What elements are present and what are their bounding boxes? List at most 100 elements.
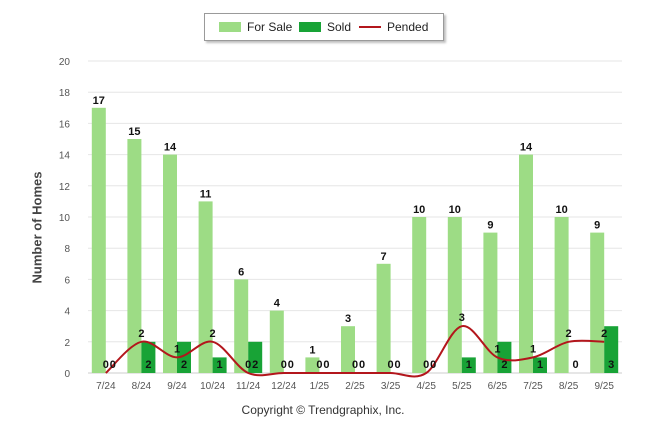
- data-label-for-sale: 9: [487, 220, 493, 232]
- bar-sold: [141, 341, 156, 373]
- bar-sold: [177, 341, 191, 373]
- y-tick-label: 12: [59, 182, 71, 193]
- bar-for-sale: [376, 263, 391, 373]
- data-label-sold: 0: [110, 359, 116, 371]
- data-label-for-sale: 14: [164, 142, 177, 154]
- data-label-sold: 1: [466, 359, 472, 371]
- x-tick-label: 9/24: [167, 381, 187, 392]
- legend: For Sale Sold Pended: [204, 13, 444, 41]
- bar-sold: [497, 341, 512, 373]
- legend-swatch-for-sale: [219, 22, 241, 32]
- data-label-sold: 2: [181, 359, 187, 371]
- data-label-sold: 0: [323, 359, 329, 371]
- bar-for-sale: [234, 279, 249, 373]
- bar-for-sale: [412, 217, 427, 373]
- bar-for-sale: [483, 232, 498, 373]
- x-tick-label: 8/24: [132, 381, 152, 392]
- data-label-sold: 3: [608, 359, 614, 371]
- data-label-sold: 2: [252, 359, 258, 371]
- y-tick-label: 4: [64, 307, 70, 318]
- data-label-for-sale: 17: [93, 95, 105, 107]
- line-pended: [105, 325, 605, 378]
- data-label-pended: 0: [281, 359, 287, 371]
- data-label-pended: 2: [566, 328, 572, 340]
- bar-for-sale: [91, 107, 106, 374]
- y-tick-label: 10: [59, 213, 71, 224]
- legend-swatch-sold: [299, 22, 321, 32]
- bar-for-sale: [590, 232, 605, 373]
- data-label-sold: 2: [501, 359, 507, 371]
- x-tick-label: 8/25: [559, 381, 579, 392]
- data-label-for-sale: 9: [594, 220, 600, 232]
- data-label-pended: 0: [316, 359, 322, 371]
- data-label-sold: 0: [573, 359, 579, 371]
- data-label-for-sale: 10: [449, 204, 461, 216]
- data-label-for-sale: 1: [309, 344, 315, 356]
- bar-for-sale: [519, 154, 533, 373]
- y-axis-label-wrap: Number of Homes: [2, 130, 72, 330]
- copyright-footer: Copyright © Trendgraphix, Inc.: [241, 403, 405, 417]
- legend-swatch-pended: [359, 26, 381, 28]
- y-tick-label: 16: [59, 119, 71, 130]
- x-tick-label: 3/25: [381, 381, 401, 392]
- data-label-pended: 2: [210, 328, 216, 340]
- y-tick-label: 6: [64, 275, 70, 286]
- data-label-sold: 1: [537, 359, 543, 371]
- x-tick-label: 2/25: [345, 381, 365, 392]
- legend-item-pended[interactable]: Pended: [359, 19, 428, 35]
- x-tick-label: 7/24: [96, 381, 116, 392]
- legend-label-sold: Sold: [327, 20, 352, 34]
- data-label-for-sale: 6: [238, 266, 244, 278]
- y-tick-label: 8: [64, 244, 70, 255]
- bar-for-sale: [341, 326, 355, 373]
- data-label-sold: 0: [430, 359, 436, 371]
- bar-sold: [533, 357, 547, 373]
- data-label-pended: 3: [459, 312, 465, 324]
- data-label-pended: 1: [174, 343, 180, 355]
- data-label-for-sale: 10: [413, 204, 425, 216]
- bar-for-sale: [127, 139, 142, 373]
- x-tick-label: 1/25: [310, 381, 330, 392]
- x-tick-label: 9/25: [594, 381, 614, 392]
- bar-sold: [248, 341, 263, 373]
- legend-label-pended: Pended: [387, 20, 429, 34]
- bar-for-sale: [163, 154, 177, 373]
- data-label-pended: 0: [423, 359, 429, 371]
- data-label-for-sale: 10: [555, 204, 567, 216]
- data-label-for-sale: 4: [274, 298, 281, 310]
- legend-item-sold[interactable]: Sold: [299, 19, 351, 35]
- x-tick-label: 10/24: [200, 381, 225, 392]
- data-label-for-sale: 14: [520, 142, 533, 154]
- bar-for-sale: [554, 217, 569, 373]
- y-tick-label: 0: [64, 369, 70, 380]
- data-label-pended: 2: [601, 328, 607, 340]
- x-tick-label: 4/25: [416, 381, 436, 392]
- x-tick-label: 12/24: [271, 381, 296, 392]
- y-tick-label: 14: [59, 151, 71, 162]
- bar-sold: [212, 357, 227, 373]
- data-label-pended: 0: [388, 359, 394, 371]
- data-label-pended: 0: [245, 359, 251, 371]
- data-label-pended: 1: [530, 343, 536, 355]
- data-label-pended: 0: [352, 359, 358, 371]
- x-tick-label: 5/25: [452, 381, 472, 392]
- data-label-sold: 1: [217, 359, 223, 371]
- data-label-sold: 0: [359, 359, 365, 371]
- legend-item-for-sale[interactable]: For Sale: [219, 19, 292, 35]
- y-tick-label: 20: [59, 57, 71, 68]
- data-label-sold: 0: [288, 359, 294, 371]
- legend-label-for-sale: For Sale: [247, 20, 293, 34]
- bar-for-sale: [269, 310, 284, 373]
- data-label-pended: 2: [138, 328, 144, 340]
- data-label-pended: 1: [494, 343, 500, 355]
- y-tick-label: 2: [64, 338, 70, 349]
- x-tick-label: 7/25: [523, 381, 543, 392]
- y-axis-label: Number of Homes: [29, 171, 45, 284]
- bar-sold: [604, 326, 619, 373]
- data-label-pended: 0: [103, 359, 109, 371]
- data-label-for-sale: 3: [345, 313, 351, 325]
- bar-sold: [461, 357, 476, 373]
- data-label-for-sale: 11: [200, 188, 212, 200]
- x-tick-label: 11/24: [236, 381, 261, 392]
